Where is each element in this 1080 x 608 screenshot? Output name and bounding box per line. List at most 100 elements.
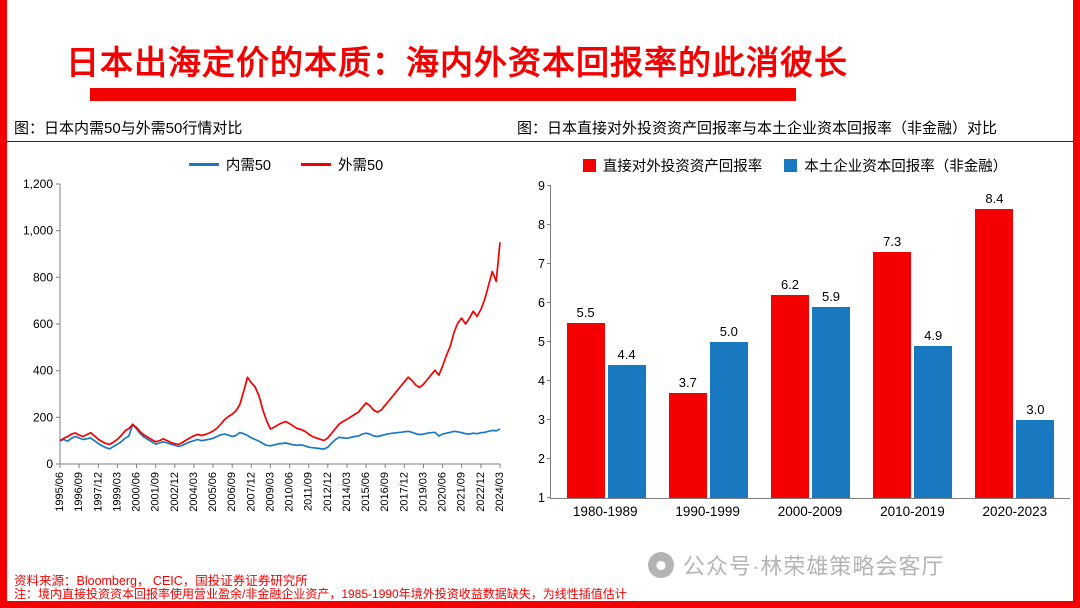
legend-label: 外需50: [338, 157, 384, 174]
bar-value-label: 6.2: [780, 277, 800, 293]
x-tick-label: 2009/03: [264, 472, 276, 512]
legend-item-domestic: 内需50: [188, 154, 271, 175]
y-tick-label: 8: [538, 218, 545, 232]
x-tick-label: 1997/12: [92, 472, 104, 512]
camera-icon: [648, 552, 674, 578]
x-tick-label: 2001/09: [150, 472, 162, 512]
y-tick-label: 7: [538, 257, 545, 271]
bar-blue: 5.0: [709, 324, 748, 498]
x-tick-label: 2006/09: [226, 472, 238, 512]
x-tick-label: 1995/06: [54, 472, 66, 512]
bar-value-label: 5.9: [821, 288, 841, 304]
x-tick-label: 2024/03: [494, 472, 506, 512]
y-tick-label: 1,200: [23, 177, 53, 191]
bar-blue: 5.9: [812, 289, 850, 498]
category-label: 2010-2019: [880, 504, 945, 519]
y-tick-label: 400: [33, 364, 53, 378]
blue-line-swatch-icon: [188, 162, 219, 166]
bar-value-label: 4.9: [924, 327, 943, 343]
watermark-text: 公众号·林荣雄策略会客厅: [683, 554, 945, 579]
x-tick-label: 2004/03: [188, 472, 200, 512]
x-tick-label: 1996/09: [73, 472, 85, 512]
bar-value-label: 5.5: [576, 304, 595, 320]
bar-group: 3.7 5.0: [657, 186, 759, 498]
source-note: 资料来源：Bloomberg， CEIC，国投证券证券研究所: [14, 574, 308, 588]
line-series-0: [59, 423, 501, 450]
y-tick-label: 800: [33, 270, 53, 284]
y-tick: [547, 497, 551, 498]
x-tick-label: 2014/03: [341, 472, 353, 512]
y-tick: [547, 185, 551, 186]
line-chart: 内需50 外需50 0 200 400 600 800 1,000 1,200 1995/06…: [8, 152, 508, 556]
footnote: 注：境内直接投资资本回报率使用营业盈余/非金融企业资产，1985-1990年境外…: [14, 587, 627, 601]
bottom-red-border: [0, 601, 1080, 608]
left-chart-caption: 图：日本内需50与外需50行情对比: [14, 120, 243, 137]
x-tick-label: 2005/06: [207, 472, 219, 512]
blue-square-swatch-icon: [784, 158, 798, 172]
y-tick-label: 6: [538, 296, 545, 310]
y-tick-label: 0: [46, 457, 53, 471]
x-tick-label: 2000/06: [131, 472, 143, 512]
bar-plot-area: 1 2 3 4 5 6 7 8 9 5.5 4.4 3.7 5.0 6.2 5.9 7.3 4.9 8.4 3.0: [538, 179, 1070, 505]
y-tick: [547, 380, 551, 381]
bar-blue: 4.9: [914, 328, 953, 498]
legend-item-external: 外需50: [301, 154, 383, 175]
bar-category-axis: 1980-1989 1990-1999 2000-2009 2010-2019 2020…: [550, 504, 1070, 519]
category-label: 2020-2023: [982, 504, 1048, 519]
y-tick-label: 200: [33, 410, 53, 424]
bar-value-label: 7.3: [883, 234, 902, 250]
line-series-1: [59, 242, 501, 446]
page-title: 日本出海定价的本质：海内外资本回报率的此消彼长: [66, 44, 848, 81]
y-tick: [547, 263, 551, 264]
bar-group: 5.5 4.4: [555, 186, 657, 498]
y-tick-label: 1: [538, 491, 545, 505]
watermark: 公众号·林荣雄策略会客厅: [648, 549, 944, 581]
legend-item-domestic-return: 本土企业资本回报率（非金融）: [784, 155, 1007, 176]
bar-red: 8.4: [975, 191, 1014, 498]
x-tick-label: 1999/03: [111, 472, 123, 512]
x-tick-label: 2020/06: [437, 472, 449, 512]
line-chart-svg: 0 200 400 600 800 1,000 1,200 1995/06 1996/09 199…: [23, 177, 506, 512]
right-red-border: [1073, 0, 1080, 608]
left-red-border: [0, 0, 7, 608]
y-tick-label: 600: [33, 317, 53, 331]
red-line-swatch-icon: [301, 162, 331, 166]
bar-red: 5.5: [566, 305, 605, 498]
legend-label: 直接对外投资资产回报率: [602, 158, 763, 175]
category-label: 2000-2009: [777, 504, 843, 519]
bar-value-label: 4.4: [617, 347, 636, 363]
legend-item-fdi-return: 直接对外投资资产回报率: [582, 155, 763, 176]
red-square-swatch-icon: [582, 158, 596, 172]
bar-red: 3.7: [668, 375, 707, 498]
x-tick-label: 2019/03: [418, 472, 430, 512]
x-tick-label: 2012/12: [322, 472, 334, 512]
x-tick-label: 2011/09: [303, 472, 315, 511]
x-tick-label: 2016/09: [379, 472, 391, 512]
y-tick: [547, 302, 551, 303]
legend-label: 内需50: [225, 157, 271, 174]
bar-group: 6.2 5.9: [759, 186, 861, 498]
y-tick-label: 1,000: [23, 224, 53, 238]
legend-label: 本土企业资本回报率（非金融）: [804, 158, 1008, 175]
bar-value-label: 3.7: [678, 374, 697, 390]
caption-divider-line: [7, 141, 1073, 142]
x-tick-label: 2017/12: [398, 472, 410, 512]
title-underline: [90, 88, 796, 101]
y-tick: [547, 224, 551, 225]
x-tick-label: 2010/06: [284, 472, 296, 512]
bar-red: 7.3: [873, 234, 912, 498]
y-tick: [547, 341, 551, 342]
x-tick-label: 2007/12: [245, 472, 257, 512]
y-tick-label: 9: [538, 179, 545, 193]
y-tick-label: 3: [538, 413, 545, 427]
bar-red: 6.2: [771, 277, 809, 498]
bar-group: 7.3 4.9: [862, 186, 964, 498]
bar-group: 8.4 3.0: [964, 186, 1066, 498]
bar-value-label: 3.0: [1026, 402, 1045, 417]
bar-value-label: 8.4: [985, 191, 1004, 207]
bar-chart-legend: 直接对外投资资产回报率 本土企业资本回报率（非金融）: [520, 152, 1070, 178]
category-label: 1990-1999: [675, 504, 740, 519]
y-tick-label: 5: [538, 335, 545, 349]
y-tick: [547, 419, 551, 420]
